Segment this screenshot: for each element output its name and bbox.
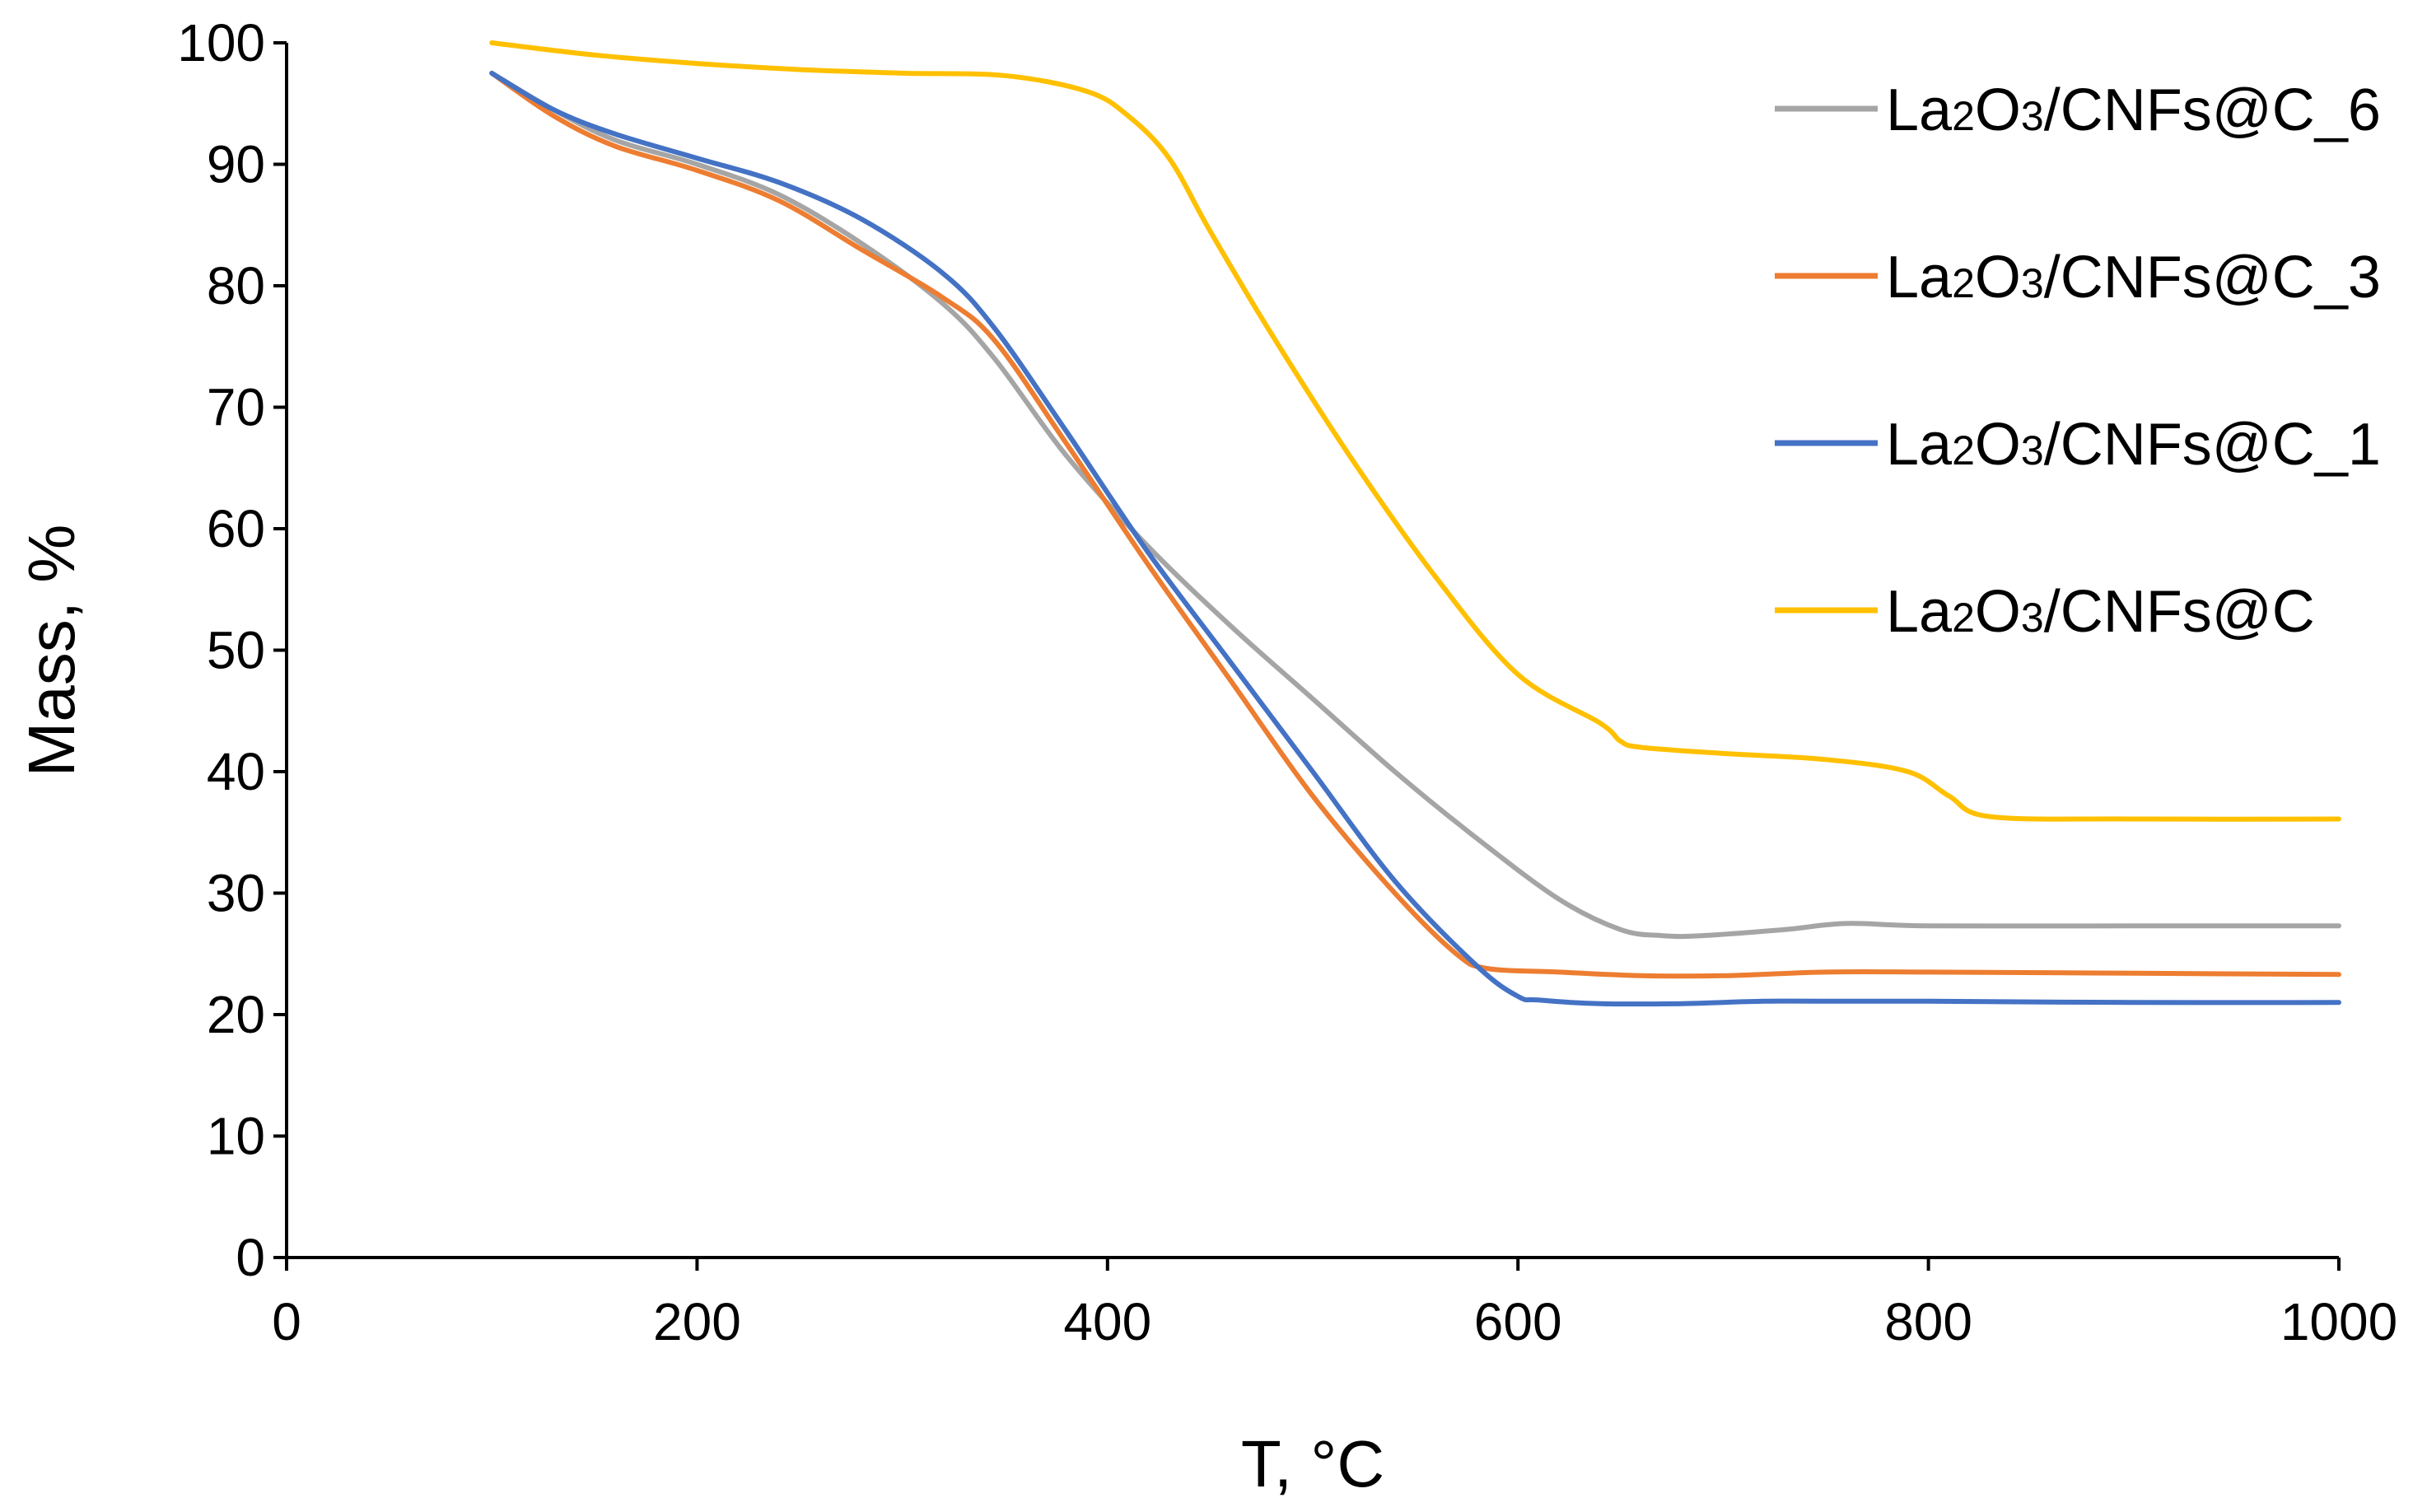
legend-label: La2O3/CNFs@C_3 [1886,245,2381,310]
x-tick-label: 800 [1884,1292,1972,1351]
legend: La2O3/CNFs@C_6 La2O3/CNFs@C_3 La2O3/CNFs@C… [1775,77,2381,645]
series-line-la2o3-cnfs-c-1 [489,70,2341,1007]
series-line-la2o3-cnfs-c-3 [489,70,2341,979]
y-tick-label: 20 [207,985,265,1044]
y-tick-label: 100 [177,13,265,72]
legend-item: La2O3/CNFs@C_1 [1775,412,2381,478]
x-tick-label: 1000 [2280,1292,2397,1351]
x-tick-label: 0 [272,1292,301,1351]
series-line-la2o3-cnfs-c [489,40,2341,822]
y-ticks: 0 10 20 30 40 50 60 70 80 90 100 [177,13,287,1287]
series-lines [489,40,2341,1007]
legend-item: La2O3/CNFs@C_6 [1775,77,2381,143]
axes [285,43,2339,1259]
legend-label: La2O3/CNFs@C [1886,579,2315,645]
legend-item: La2O3/CNFs@C [1775,579,2315,645]
x-axis-title: T, °C [1241,1427,1384,1500]
legend-label: La2O3/CNFs@C_6 [1886,77,2381,143]
y-tick-label: 50 [207,621,265,680]
y-axis-title: Mass, % [15,525,88,777]
y-tick-label: 90 [207,135,265,194]
y-tick-label: 60 [207,499,265,558]
y-tick-label: 0 [236,1228,265,1287]
legend-label: La2O3/CNFs@C_1 [1886,412,2381,478]
y-tick-label: 70 [207,378,265,437]
y-tick-label: 40 [207,742,265,801]
series-line-la2o3-cnfs-c-6 [489,70,2341,940]
y-tick-label: 10 [207,1107,265,1166]
x-tick-label: 200 [653,1292,741,1351]
x-ticks: 0 200 400 600 800 1000 [272,1258,2397,1351]
x-tick-label: 400 [1063,1292,1151,1351]
legend-item: La2O3/CNFs@C_3 [1775,245,2381,310]
x-tick-label: 600 [1474,1292,1562,1351]
y-tick-label: 30 [207,864,265,923]
y-tick-label: 80 [207,256,265,315]
